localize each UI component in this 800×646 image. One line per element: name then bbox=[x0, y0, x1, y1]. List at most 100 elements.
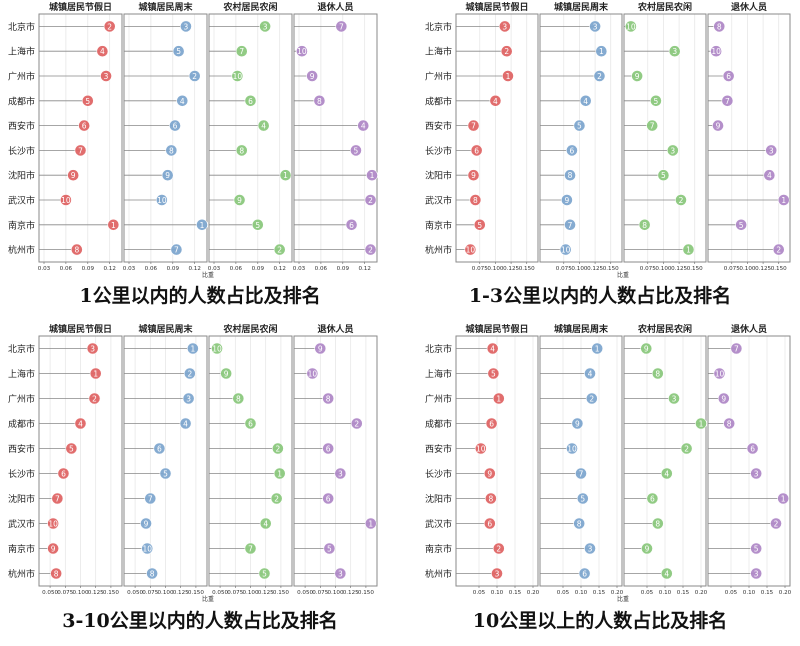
city-label: 西安市 bbox=[8, 443, 35, 455]
lollipop-dot bbox=[314, 342, 327, 355]
rank-label: 10 bbox=[715, 370, 725, 379]
rank-label: 5 bbox=[654, 97, 659, 106]
rank-label: 5 bbox=[661, 171, 666, 180]
lollipop-dot bbox=[47, 517, 60, 530]
lollipop-dot bbox=[730, 342, 743, 355]
rank-label: 5 bbox=[176, 47, 181, 56]
rank-label: 3 bbox=[104, 72, 109, 81]
city-label: 广州市 bbox=[425, 393, 452, 405]
panel-title: 城镇居民周末 bbox=[138, 1, 193, 13]
panel-title: 城镇居民周末 bbox=[554, 323, 609, 335]
tick-label: 0.05 bbox=[557, 590, 570, 596]
lollipop-dot bbox=[464, 243, 477, 256]
lollipop-dot bbox=[306, 367, 319, 380]
lollipop-dot bbox=[335, 20, 348, 33]
lollipop-dot bbox=[631, 70, 644, 82]
rank-label: 8 bbox=[655, 370, 660, 379]
rank-label: 5 bbox=[85, 97, 90, 106]
tick-label: 0.05 bbox=[641, 590, 654, 596]
rank-label: 3 bbox=[588, 545, 593, 554]
panel-frame bbox=[539, 13, 623, 263]
tick-label: 0.125 bbox=[755, 266, 771, 272]
tick-label: 0.06 bbox=[315, 266, 328, 272]
rank-label: 10 bbox=[308, 370, 318, 379]
rank-label: 6 bbox=[248, 97, 253, 106]
rank-label: 7 bbox=[339, 22, 344, 31]
tick-label: 0.050 bbox=[297, 590, 313, 596]
tick-label: 0.15 bbox=[761, 590, 774, 596]
tick-label: 0.10 bbox=[575, 590, 588, 596]
x-axis-label: 比重 bbox=[202, 271, 214, 279]
rank-label: 2 bbox=[684, 445, 689, 454]
lollipop-dot bbox=[323, 542, 336, 555]
lollipop-dot bbox=[486, 342, 499, 355]
tick-label: 0.125 bbox=[173, 590, 189, 596]
tick-label: 0.050 bbox=[212, 590, 228, 596]
rank-label: 8 bbox=[568, 171, 573, 180]
rank-label: 3 bbox=[263, 22, 268, 31]
rank-label: 5 bbox=[580, 495, 585, 504]
lollipop-dot bbox=[713, 20, 726, 33]
rank-label: 6 bbox=[489, 420, 494, 429]
city-label: 上海市 bbox=[425, 46, 452, 58]
lollipop-dot bbox=[682, 243, 695, 256]
lollipop-dot bbox=[585, 392, 598, 405]
lollipop-dot bbox=[251, 218, 264, 231]
lollipop-dot bbox=[306, 70, 319, 82]
rank-label: 2 bbox=[192, 72, 197, 81]
tick-label: 0.150 bbox=[188, 590, 204, 596]
city-label: 西安市 bbox=[8, 120, 35, 132]
lollipop-dot bbox=[579, 94, 592, 107]
rank-label: 1 bbox=[506, 72, 511, 81]
tick-label: 0.075 bbox=[312, 590, 328, 596]
panel-frame bbox=[38, 13, 123, 263]
lollipop-dot bbox=[183, 367, 196, 380]
lollipop-dot bbox=[67, 169, 80, 182]
city-label: 武汉市 bbox=[8, 195, 35, 207]
lollipop-dot bbox=[334, 467, 347, 480]
rank-label: 1 bbox=[368, 520, 373, 529]
lollipop-dot bbox=[469, 194, 482, 206]
panel-title: 农村居民农闲 bbox=[637, 323, 692, 335]
lollipop-dot bbox=[259, 517, 272, 530]
rank-label: 5 bbox=[577, 122, 582, 131]
rank-label: 8 bbox=[236, 395, 241, 404]
lollipop-dot bbox=[650, 94, 662, 107]
city-label: 广州市 bbox=[8, 71, 35, 83]
caption-1-3km: 1-3公里以内的人数占比及排名 bbox=[468, 285, 732, 307]
rank-label: 8 bbox=[74, 246, 79, 255]
tick-label: 0.100 bbox=[739, 266, 755, 272]
rank-label: 3 bbox=[754, 470, 759, 479]
lollipop-dot bbox=[86, 342, 99, 355]
rank-label: 2 bbox=[597, 72, 602, 81]
rank-label: 5 bbox=[354, 146, 359, 155]
city-label: 北京市 bbox=[8, 343, 35, 355]
tick-label: 0.075 bbox=[57, 590, 73, 596]
lollipop-dot bbox=[578, 567, 591, 580]
rank-label: 4 bbox=[664, 470, 669, 479]
city-label: 成都市 bbox=[8, 418, 35, 430]
lollipop-dot bbox=[81, 94, 94, 107]
rank-label: 10 bbox=[567, 445, 577, 454]
rank-label: 10 bbox=[561, 246, 571, 255]
rank-label: 9 bbox=[318, 345, 323, 354]
panel-frame bbox=[455, 13, 539, 263]
rank-label: 3 bbox=[754, 570, 759, 579]
tick-label: 0.050 bbox=[42, 590, 58, 596]
city-label: 武汉市 bbox=[425, 518, 452, 530]
lollipop-dot bbox=[710, 45, 723, 58]
rank-label: 5 bbox=[477, 221, 482, 230]
lollipop-dot bbox=[65, 442, 78, 455]
lollipop-dot bbox=[334, 567, 347, 580]
rank-label: 6 bbox=[474, 146, 479, 155]
city-label: 成都市 bbox=[425, 95, 452, 107]
lollipop-dot bbox=[564, 218, 576, 231]
panel-title: 农村居民农闲 bbox=[222, 1, 277, 13]
tick-label: 0.15 bbox=[677, 590, 690, 596]
lollipop-dot bbox=[589, 20, 601, 33]
rank-label: 4 bbox=[78, 420, 83, 429]
tick-label: 0.075 bbox=[640, 266, 656, 272]
lollipop-dot bbox=[244, 94, 257, 107]
lollipop-dot bbox=[196, 218, 208, 231]
